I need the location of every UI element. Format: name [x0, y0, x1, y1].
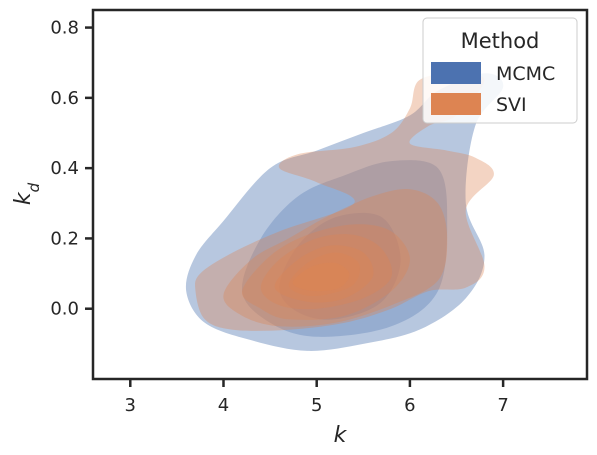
- y-tick-label: 0.2: [50, 228, 79, 249]
- mcmc-contour-level-2: [241, 160, 448, 337]
- mcmc-contour-level-1: [185, 73, 504, 351]
- y-axis-label: kd: [11, 182, 43, 205]
- y-tick-label: 0.8: [50, 18, 79, 39]
- density-contours: [185, 73, 504, 351]
- x-tick-label: 7: [497, 395, 508, 416]
- x-tick-label: 3: [125, 395, 136, 416]
- svi-contour-level-6: [288, 252, 360, 296]
- series-mcmc: [185, 73, 504, 351]
- series-svi: [195, 73, 494, 331]
- axes: [91, 8, 589, 381]
- legend-label-svi: SVI: [496, 94, 527, 116]
- x-tick-label: 5: [311, 395, 322, 416]
- svi-contour-level-2: [223, 188, 448, 327]
- y-tick-label: 0.4: [50, 158, 79, 179]
- svi-contour-level-7: [292, 262, 350, 292]
- y-tick-label: 0.6: [50, 88, 79, 109]
- x-tick-label: 4: [218, 395, 229, 416]
- y-tick-label: 0.0: [50, 299, 79, 320]
- plot-frame: [91, 8, 589, 381]
- x-tick-label: 6: [404, 395, 415, 416]
- y-axis-ticks: 0.0 0.2 0.4 0.6 0.8: [50, 18, 93, 320]
- legend-label-mcmc: MCMC: [496, 63, 555, 85]
- legend-swatch-svi: [431, 93, 481, 115]
- legend: Method MCMC SVI: [422, 17, 578, 124]
- svi-contour-level-1: [195, 73, 494, 331]
- y-axis-label-main: k: [11, 191, 36, 205]
- legend-swatch-mcmc: [431, 62, 481, 84]
- svi-contour-level-4: [260, 234, 393, 310]
- svi-contour-level-3: [241, 224, 410, 320]
- legend-title: Method: [461, 29, 540, 53]
- x-axis-label: k: [334, 423, 348, 448]
- x-axis-ticks: 3 4 5 6 7: [125, 379, 509, 416]
- svi-contour-level-5: [274, 245, 374, 303]
- mcmc-contour-level-3: [279, 212, 401, 320]
- y-axis-label-subscript: d: [25, 182, 43, 192]
